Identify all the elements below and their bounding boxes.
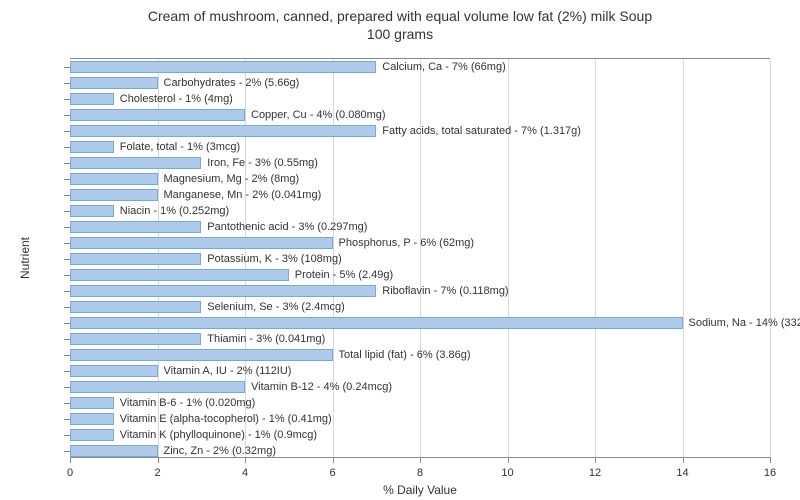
y-tick bbox=[64, 147, 70, 148]
y-tick bbox=[64, 99, 70, 100]
x-tick bbox=[770, 457, 771, 463]
y-tick bbox=[64, 179, 70, 180]
chart-title: Cream of mushroom, canned, prepared with… bbox=[0, 8, 800, 43]
x-tick-label: 12 bbox=[589, 467, 601, 479]
x-tick bbox=[70, 457, 71, 463]
y-tick bbox=[64, 291, 70, 292]
y-tick bbox=[64, 451, 70, 452]
x-tick-label: 2 bbox=[154, 467, 160, 479]
y-tick bbox=[64, 131, 70, 132]
y-tick bbox=[64, 211, 70, 212]
x-tick-label: 6 bbox=[329, 467, 335, 479]
x-tick bbox=[158, 457, 159, 463]
y-tick bbox=[64, 115, 70, 116]
y-tick bbox=[64, 67, 70, 68]
y-tick bbox=[64, 259, 70, 260]
x-tick-label: 4 bbox=[242, 467, 248, 479]
y-tick bbox=[64, 83, 70, 84]
y-tick bbox=[64, 243, 70, 244]
chart-title-line1: Cream of mushroom, canned, prepared with… bbox=[148, 8, 652, 24]
y-tick bbox=[64, 307, 70, 308]
y-tick bbox=[64, 419, 70, 420]
x-axis-title: % Daily Value bbox=[383, 483, 457, 497]
chart-title-line2: 100 grams bbox=[367, 26, 433, 42]
x-tick bbox=[420, 457, 421, 463]
x-tick-label: 8 bbox=[417, 467, 423, 479]
x-tick bbox=[333, 457, 334, 463]
y-tick bbox=[64, 355, 70, 356]
y-tick bbox=[64, 339, 70, 340]
plot-area: Calcium, Ca - 7% (66mg)Carbohydrates - 2… bbox=[70, 58, 770, 458]
y-tick bbox=[64, 387, 70, 388]
x-ticks-layer: 0246810121416 bbox=[70, 59, 770, 457]
x-tick-label: 0 bbox=[67, 467, 73, 479]
nutrient-chart: Cream of mushroom, canned, prepared with… bbox=[0, 0, 800, 500]
x-tick bbox=[245, 457, 246, 463]
x-tick-label: 10 bbox=[501, 467, 513, 479]
x-tick-label: 16 bbox=[764, 467, 776, 479]
x-tick bbox=[683, 457, 684, 463]
y-tick bbox=[64, 371, 70, 372]
y-tick bbox=[64, 163, 70, 164]
x-tick bbox=[508, 457, 509, 463]
y-tick bbox=[64, 403, 70, 404]
y-tick bbox=[64, 435, 70, 436]
y-tick bbox=[64, 323, 70, 324]
x-tick bbox=[595, 457, 596, 463]
y-tick bbox=[64, 275, 70, 276]
y-tick bbox=[64, 195, 70, 196]
gridline bbox=[770, 59, 771, 457]
x-tick-label: 14 bbox=[676, 467, 688, 479]
y-tick bbox=[64, 227, 70, 228]
y-axis-title: Nutrient bbox=[18, 237, 32, 279]
